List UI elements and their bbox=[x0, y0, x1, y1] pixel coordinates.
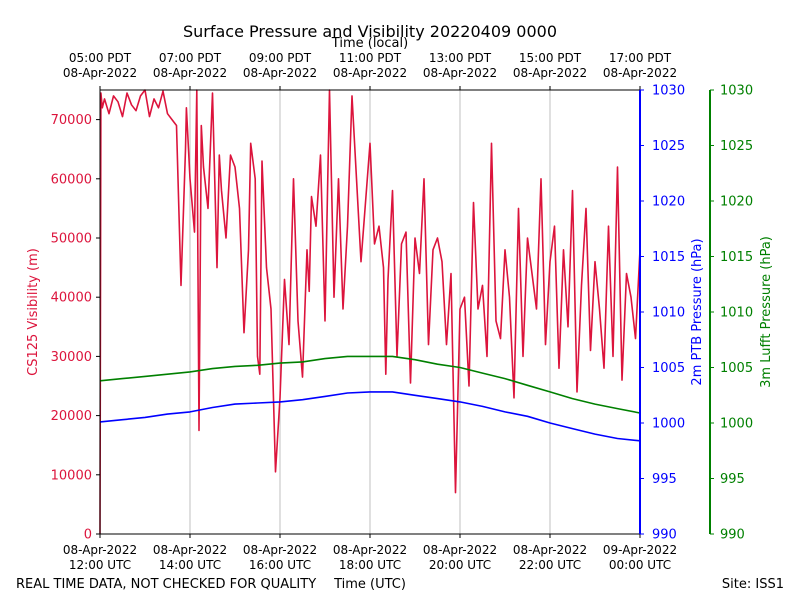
left-tick-label: 70000 bbox=[51, 113, 92, 128]
chart-title: Surface Pressure and Visibility 20220409… bbox=[183, 22, 557, 41]
bottom-tick-date: 09-Apr-2022 bbox=[603, 543, 677, 557]
right2-tick-label: 1020 bbox=[720, 195, 753, 210]
bottom-tick-date: 08-Apr-2022 bbox=[153, 543, 227, 557]
top-tick-date: 08-Apr-2022 bbox=[63, 66, 137, 80]
bottom-tick-date: 08-Apr-2022 bbox=[63, 543, 137, 557]
right1-tick-label: 1000 bbox=[652, 417, 685, 432]
bottom-axis-label: Time (UTC) bbox=[333, 577, 406, 592]
bottom-tick-time: 16:00 UTC bbox=[249, 558, 311, 572]
right1-tick-label: 1015 bbox=[652, 250, 685, 265]
top-tick-time: 05:00 PDT bbox=[69, 51, 132, 65]
right2-tick-label: 1030 bbox=[720, 84, 753, 99]
top-tick-time: 09:00 PDT bbox=[249, 51, 312, 65]
right1-tick-label: 1020 bbox=[652, 195, 685, 210]
top-tick-date: 08-Apr-2022 bbox=[603, 66, 677, 80]
bottom-tick-time: 20:00 UTC bbox=[429, 558, 491, 572]
right2-tick-label: 1000 bbox=[720, 417, 753, 432]
right2-tick-label: 990 bbox=[720, 528, 745, 543]
top-tick-date: 08-Apr-2022 bbox=[423, 66, 497, 80]
series-layer bbox=[99, 89, 641, 535]
left-tick-label: 20000 bbox=[51, 409, 92, 424]
right1-tick-label: 1025 bbox=[652, 139, 685, 154]
top-tick-time: 15:00 PDT bbox=[519, 51, 582, 65]
bottom-tick-time: 12:00 UTC bbox=[69, 558, 131, 572]
top-tick-time: 17:00 PDT bbox=[609, 51, 672, 65]
top-tick-date: 08-Apr-2022 bbox=[243, 66, 317, 80]
top-tick-time: 11:00 PDT bbox=[339, 51, 402, 65]
series-line-right_2 bbox=[99, 355, 641, 414]
left-tick-label: 30000 bbox=[51, 350, 92, 365]
bottom-tick-date: 08-Apr-2022 bbox=[333, 543, 407, 557]
series-line-right_1 bbox=[99, 391, 641, 442]
right1-tick-label: 1030 bbox=[652, 84, 685, 99]
bottom-tick-date: 08-Apr-2022 bbox=[423, 543, 497, 557]
left-tick-label: 0 bbox=[84, 528, 92, 543]
top-tick-date: 08-Apr-2022 bbox=[513, 66, 587, 80]
right2-tick-label: 1010 bbox=[720, 306, 753, 321]
left-tick-label: 60000 bbox=[51, 172, 92, 187]
series-line-left bbox=[99, 89, 641, 535]
left-tick-label: 10000 bbox=[51, 468, 92, 483]
left-tick-label: 50000 bbox=[51, 232, 92, 247]
top-tick-date: 08-Apr-2022 bbox=[333, 66, 407, 80]
right1-tick-label: 1010 bbox=[652, 306, 685, 321]
right2-tick-label: 1025 bbox=[720, 139, 753, 154]
grid-lines bbox=[189, 90, 551, 534]
right-axis-1-label: 2m PTB Pressure (hPa) bbox=[690, 238, 705, 385]
bottom-tick-time: 22:00 UTC bbox=[519, 558, 581, 572]
right2-tick-label: 995 bbox=[720, 472, 745, 487]
site-label: Site: ISS1 bbox=[722, 577, 784, 592]
bottom-tick-time: 00:00 UTC bbox=[609, 558, 671, 572]
right1-tick-label: 1005 bbox=[652, 361, 685, 376]
bottom-tick-date: 08-Apr-2022 bbox=[243, 543, 317, 557]
bottom-tick-time: 18:00 UTC bbox=[339, 558, 401, 572]
top-tick-time: 07:00 PDT bbox=[159, 51, 222, 65]
top-axis-label: Time (local) bbox=[331, 36, 408, 51]
bottom-tick-time: 14:00 UTC bbox=[159, 558, 221, 572]
quality-note: REAL TIME DATA, NOT CHECKED FOR QUALITY bbox=[16, 577, 316, 592]
right2-tick-label: 1015 bbox=[720, 250, 753, 265]
right2-tick-label: 1005 bbox=[720, 361, 753, 376]
left-axis-label: CS125 Visibility (m) bbox=[26, 248, 41, 376]
left-tick-label: 40000 bbox=[51, 291, 92, 306]
top-tick-time: 13:00 PDT bbox=[429, 51, 492, 65]
bottom-tick-date: 08-Apr-2022 bbox=[513, 543, 587, 557]
right-axis-2-label: 3m Lufft Pressure (hPa) bbox=[759, 236, 774, 388]
top-tick-date: 08-Apr-2022 bbox=[153, 66, 227, 80]
right1-tick-label: 995 bbox=[652, 472, 677, 487]
right1-tick-label: 990 bbox=[652, 528, 677, 543]
